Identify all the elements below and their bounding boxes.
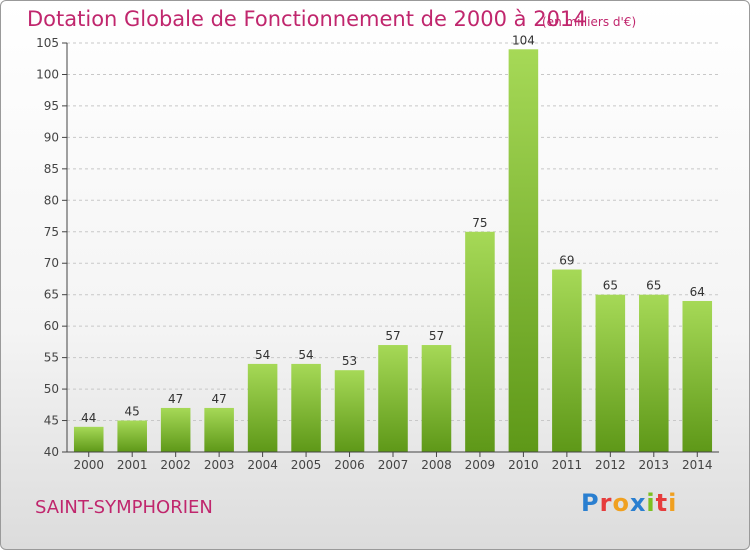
bar-value-label: 69 bbox=[559, 254, 574, 268]
bar-2011 bbox=[552, 269, 582, 452]
bar-value-label: 64 bbox=[690, 285, 705, 299]
bar-2012 bbox=[595, 294, 626, 452]
x-tick-label: 2006 bbox=[334, 458, 365, 472]
x-tick-label: 2009 bbox=[465, 458, 496, 472]
bar-2004 bbox=[247, 363, 278, 452]
y-tick-label: 70 bbox=[44, 256, 59, 270]
y-tick-label: 40 bbox=[44, 445, 59, 459]
bar-value-label: 65 bbox=[646, 279, 661, 293]
x-tick-label: 2007 bbox=[378, 458, 409, 472]
y-tick-label: 80 bbox=[44, 193, 59, 207]
chart-title: Dotation Globale de Fonctionnement de 20… bbox=[27, 7, 587, 31]
bar-value-label: 54 bbox=[298, 348, 313, 362]
y-tick-label: 100 bbox=[36, 67, 59, 81]
bar-value-label: 57 bbox=[429, 329, 444, 343]
bar-value-label: 57 bbox=[385, 329, 400, 343]
x-tick-label: 2000 bbox=[73, 458, 104, 472]
y-tick-label: 105 bbox=[36, 36, 59, 50]
bar-2002 bbox=[160, 407, 191, 452]
bar-value-label: 47 bbox=[211, 392, 226, 406]
bar-value-label: 44 bbox=[81, 411, 96, 425]
x-tick-label: 2005 bbox=[291, 458, 322, 472]
bar-2013 bbox=[639, 294, 669, 452]
y-tick-label: 65 bbox=[44, 288, 59, 302]
y-tick-label: 90 bbox=[44, 130, 59, 144]
y-tick-label: 45 bbox=[44, 414, 59, 428]
x-tick-label: 2012 bbox=[595, 458, 626, 472]
bar-2009 bbox=[465, 231, 495, 452]
bar-2014 bbox=[682, 300, 713, 452]
x-tick-label: 2014 bbox=[682, 458, 713, 472]
bar-2010 bbox=[508, 49, 539, 453]
bar-value-label: 47 bbox=[168, 392, 183, 406]
town-name: SAINT-SYMPHORIEN bbox=[35, 497, 213, 518]
bar-value-label: 45 bbox=[125, 405, 140, 419]
bar-value-label: 104 bbox=[512, 33, 535, 47]
bar-2006 bbox=[334, 370, 365, 452]
y-tick-label: 95 bbox=[44, 99, 59, 113]
x-tick-label: 2003 bbox=[204, 458, 235, 472]
x-tick-label: 2013 bbox=[639, 458, 670, 472]
bar-2001 bbox=[117, 420, 147, 452]
bar-value-label: 75 bbox=[472, 216, 487, 230]
y-tick-label: 50 bbox=[44, 382, 59, 396]
bar-value-label: 65 bbox=[603, 279, 618, 293]
proxiti-logo: Proxiti bbox=[581, 489, 678, 517]
y-tick-label: 60 bbox=[44, 319, 59, 333]
y-tick-label: 75 bbox=[44, 225, 59, 239]
bar-2007 bbox=[378, 345, 408, 452]
y-tick-label: 85 bbox=[44, 162, 59, 176]
x-tick-label: 2011 bbox=[552, 458, 583, 472]
bar-2008 bbox=[421, 345, 452, 452]
bar-value-label: 53 bbox=[342, 354, 357, 368]
x-tick-label: 2001 bbox=[117, 458, 148, 472]
bar-2000 bbox=[73, 426, 104, 452]
y-tick-label: 55 bbox=[44, 351, 59, 365]
x-tick-label: 2010 bbox=[508, 458, 539, 472]
x-tick-label: 2004 bbox=[247, 458, 278, 472]
bar-2005 bbox=[291, 363, 321, 452]
x-tick-label: 2002 bbox=[160, 458, 191, 472]
x-tick-label: 2008 bbox=[421, 458, 452, 472]
bar-2003 bbox=[204, 407, 234, 452]
bar-value-label: 54 bbox=[255, 348, 270, 362]
chart-unit: (en milliers d'€) bbox=[542, 15, 637, 29]
